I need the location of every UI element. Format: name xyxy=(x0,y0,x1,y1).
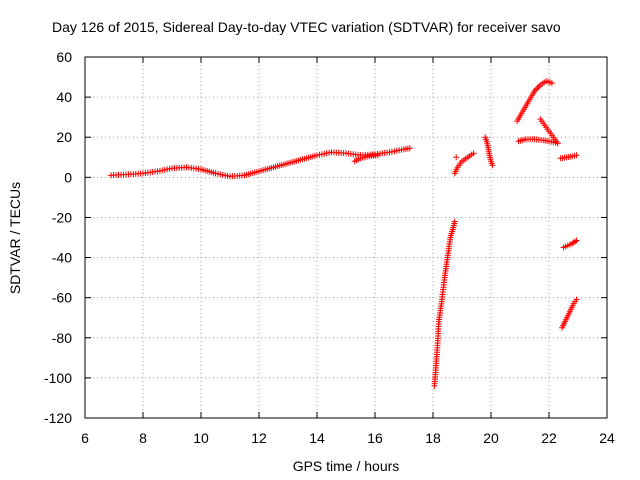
y-tick-label: -80 xyxy=(52,330,72,346)
y-tick-label: 40 xyxy=(56,89,72,105)
y-axis-label: SDTVAR / TECUs xyxy=(7,182,23,294)
x-tick-label: 14 xyxy=(309,430,325,446)
series-trace-3b xyxy=(453,154,460,161)
plot-frame xyxy=(84,56,608,419)
chart-title: Day 126 of 2015, Sidereal Day-to-day VTE… xyxy=(52,19,561,35)
x-tick-label: 24 xyxy=(599,430,615,446)
tick-layer: 6 8 10 12 14 16 18 20 22 24 -120 -100 -80 -60 -40 -20 0 2… xyxy=(44,49,615,446)
data-point-marker xyxy=(406,145,413,152)
x-tick-label: 6 xyxy=(81,430,89,446)
x-tick-label: 16 xyxy=(367,430,383,446)
x-axis-label: GPS time / hours xyxy=(293,458,400,474)
y-tick-label: -100 xyxy=(44,370,72,386)
x-tick-label: 18 xyxy=(425,430,441,446)
series-trace-1b xyxy=(351,152,381,165)
data-point-marker xyxy=(453,154,460,161)
data-point-marker xyxy=(573,237,580,244)
series-trace-10 xyxy=(559,296,580,331)
y-tick-label: 0 xyxy=(64,169,72,185)
data-point-marker xyxy=(572,238,579,245)
marks-layer xyxy=(108,78,580,389)
series-trace-9 xyxy=(560,237,580,251)
grid-layer xyxy=(85,57,607,418)
data-point-marker xyxy=(532,86,539,93)
x-tick-label: 8 xyxy=(139,430,147,446)
series-trace-7 xyxy=(537,116,561,147)
y-tick-label: 20 xyxy=(56,129,72,145)
data-point-marker xyxy=(534,85,541,92)
data-point-marker xyxy=(554,140,561,147)
x-tick-label: 10 xyxy=(193,430,209,446)
data-point-marker xyxy=(573,296,580,303)
x-tick-label: 22 xyxy=(541,430,557,446)
x-tick-label: 20 xyxy=(483,430,499,446)
data-point-marker xyxy=(489,162,496,169)
y-tick-label: 60 xyxy=(56,49,72,65)
data-point-marker xyxy=(451,218,458,225)
series-trace-8 xyxy=(557,152,580,162)
series-trace-3 xyxy=(451,150,477,177)
series-trace-5 xyxy=(514,78,555,125)
data-point-marker xyxy=(470,150,477,157)
y-tick-label: -20 xyxy=(52,209,72,225)
y-tick-label: -120 xyxy=(44,410,72,426)
series-trace-1 xyxy=(108,145,413,180)
data-point-marker xyxy=(573,152,580,159)
data-point-marker xyxy=(548,80,555,87)
y-tick-label: -60 xyxy=(52,290,72,306)
series-trace-4 xyxy=(482,134,496,169)
y-tick-label: -40 xyxy=(52,250,72,266)
data-point-marker xyxy=(374,152,381,159)
x-tick-label: 12 xyxy=(251,430,267,446)
data-point-marker xyxy=(535,83,542,90)
series-trace-2 xyxy=(431,218,458,389)
